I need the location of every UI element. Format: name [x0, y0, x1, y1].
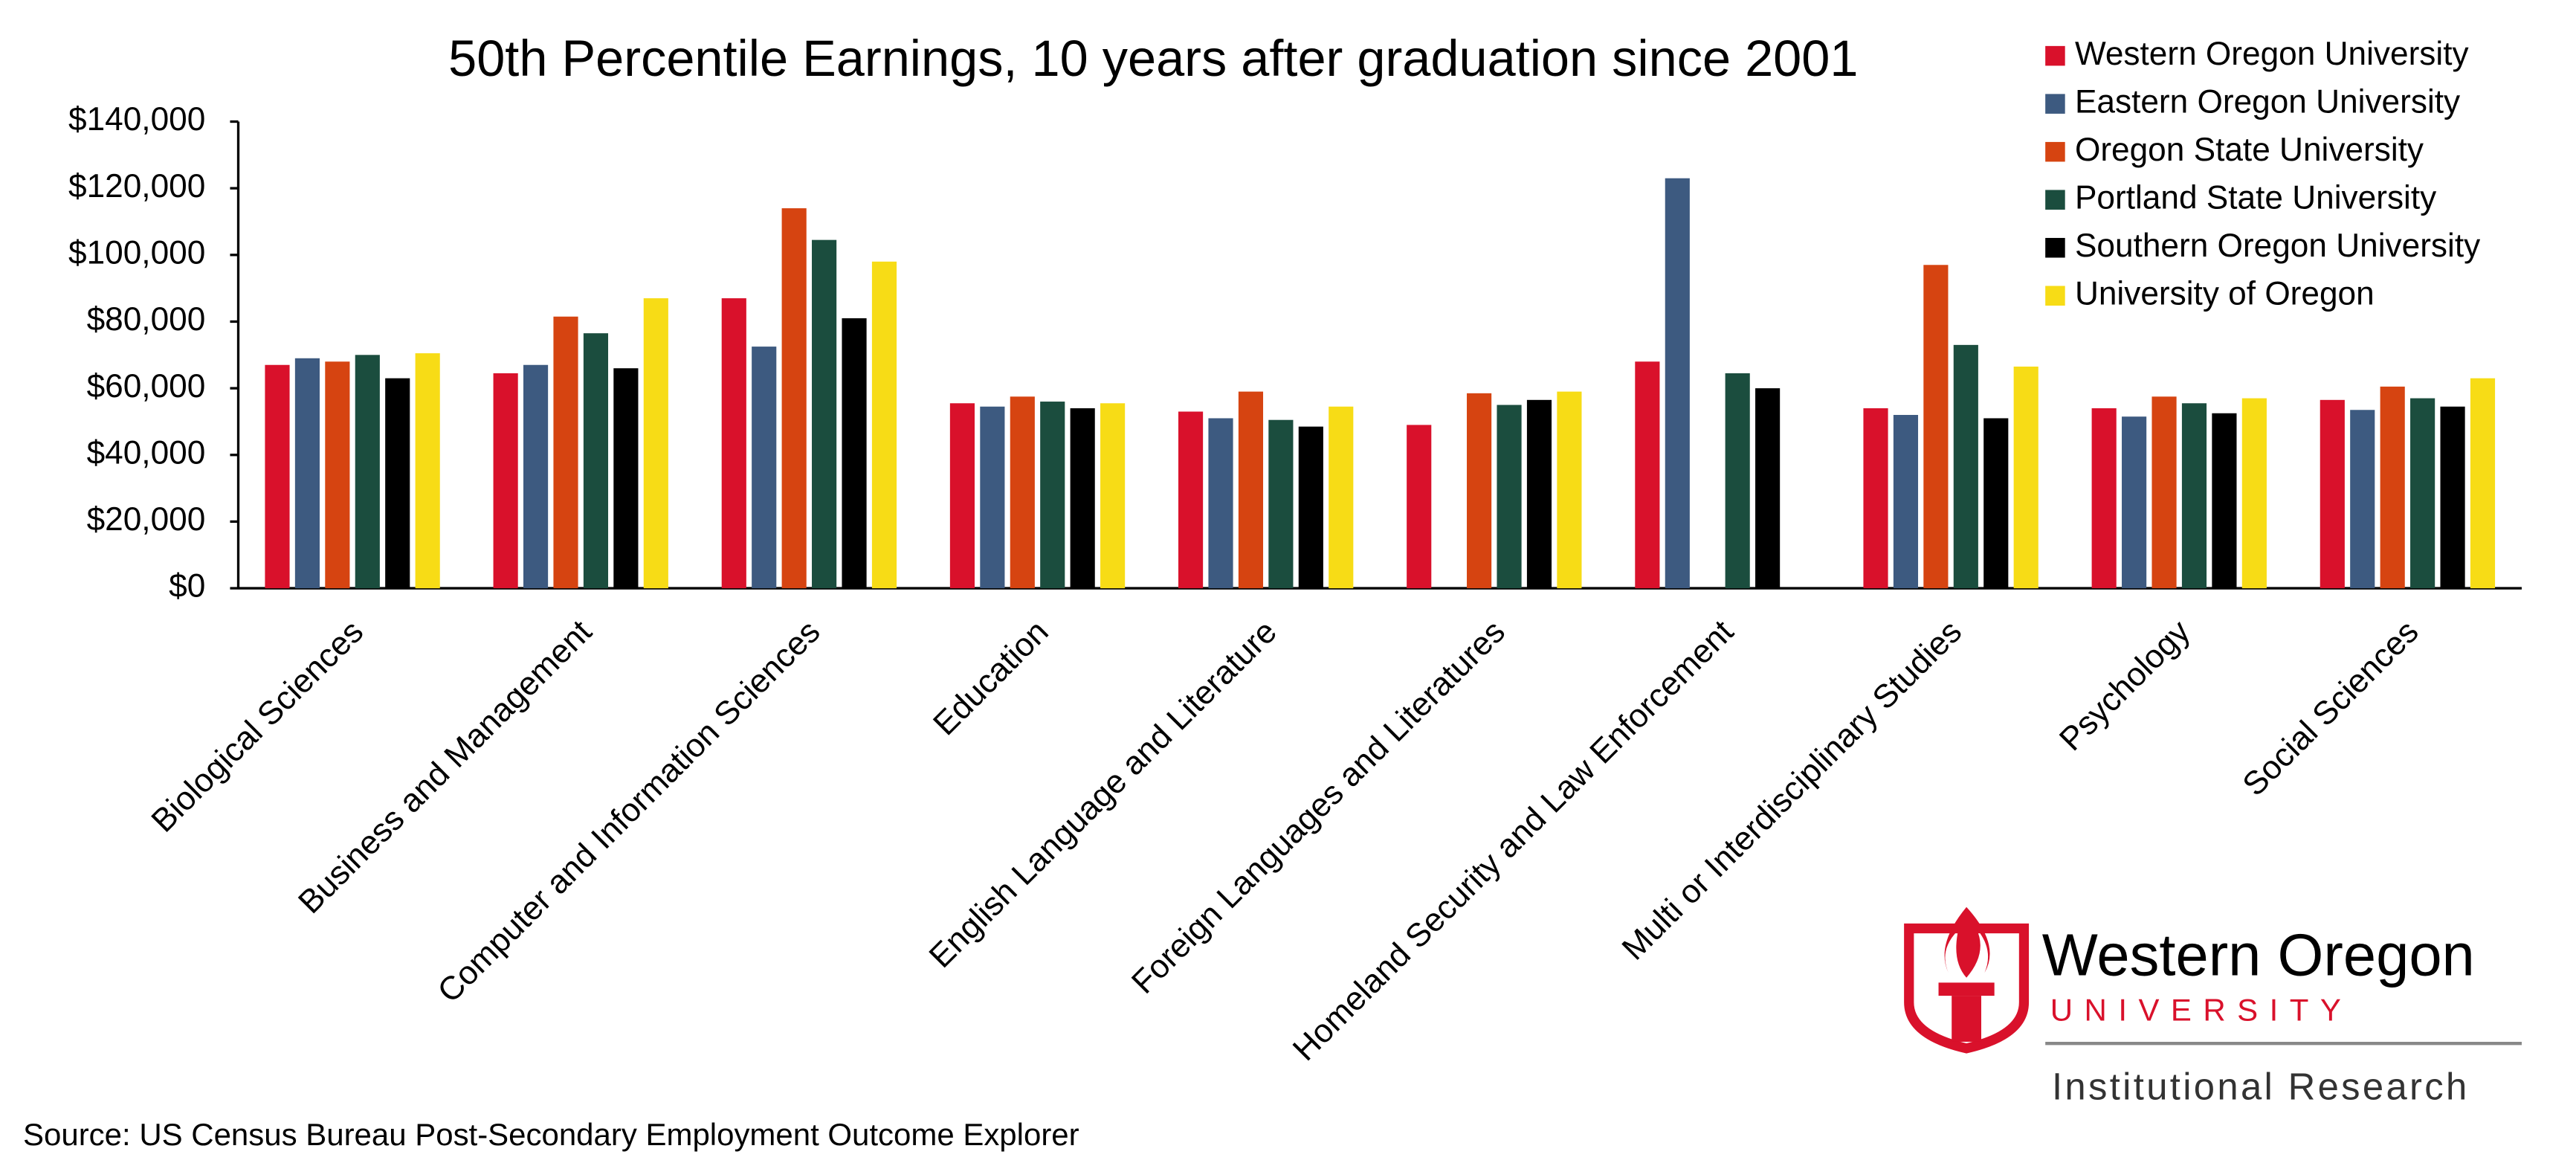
bar: [2151, 396, 2177, 589]
y-tick-label: $40,000: [87, 434, 206, 471]
bar: [1923, 265, 1949, 589]
logo-torch: [1938, 982, 1995, 996]
x-tick-label: Computer and Information Sciences: [430, 613, 827, 1010]
bar: [1526, 399, 1552, 589]
bar: [2122, 416, 2147, 589]
chart-title: 50th Percentile Earnings, 10 years after…: [448, 30, 1858, 87]
y-tick-label: $120,000: [68, 168, 205, 204]
bar: [2350, 410, 2375, 589]
bar: [1100, 403, 1126, 589]
bar: [1635, 361, 1660, 589]
bar: [1238, 391, 1264, 589]
bar: [2212, 413, 2237, 589]
logo-name: Western Oregon: [2042, 921, 2475, 988]
y-tick-label: $0: [169, 568, 205, 605]
bar: [1178, 411, 1204, 589]
bar: [1010, 396, 1035, 589]
y-tick-label: $140,000: [68, 101, 205, 138]
bar: [1665, 178, 1690, 589]
bar: [613, 368, 639, 589]
bar: [1329, 406, 1354, 589]
legend-swatch: [2045, 141, 2065, 162]
legend-swatch: [2045, 190, 2065, 210]
x-tick-label: Social Sciences: [2236, 613, 2425, 803]
bar: [2241, 398, 2267, 589]
x-tick-label: Biological Sciences: [144, 613, 370, 840]
logo: Western Oregon UNIVERSITY Institutional …: [1904, 906, 2522, 1107]
bar: [385, 378, 410, 589]
logo-flame: [1944, 906, 1990, 978]
y-tick-label: $20,000: [87, 501, 206, 538]
bar: [842, 318, 867, 589]
y-tick-label: $80,000: [87, 301, 206, 338]
bar: [781, 208, 807, 589]
legend-swatch: [2045, 286, 2065, 306]
bar: [1407, 425, 1432, 589]
bar: [265, 364, 290, 589]
logo-unit: Institutional Research: [2052, 1065, 2470, 1107]
bar: [2440, 406, 2465, 589]
bar: [325, 361, 350, 589]
bar: [294, 358, 320, 589]
bar: [949, 403, 975, 589]
bar: [1983, 418, 2009, 589]
source: Source: US Census Bureau Post-Secondary …: [23, 1117, 1079, 1152]
legend-swatch: [2045, 94, 2065, 114]
bar: [1863, 408, 1888, 589]
x-tick-label: Homeland Security and Law Enforcement: [1286, 613, 1740, 1068]
bar: [583, 333, 609, 589]
bar: [2380, 386, 2405, 589]
y-tick-label: $100,000: [68, 234, 205, 271]
bar: [1557, 391, 1582, 589]
x-tick-label: Education: [926, 613, 1056, 743]
y-tick-label: $60,000: [87, 368, 206, 405]
bar: [1268, 419, 1294, 589]
bar: [1298, 426, 1323, 589]
logo-shield: [1904, 923, 2030, 1054]
bar: [1725, 373, 1750, 589]
x-tick-label: Foreign Languages and Literatures: [1125, 613, 1512, 1001]
bar: [2013, 366, 2038, 589]
legend-label: Western Oregon University: [2075, 36, 2469, 72]
legend-label: Oregon State University: [2075, 132, 2424, 168]
bar: [1953, 344, 1978, 589]
bar: [1755, 388, 1781, 589]
bar: [553, 316, 578, 589]
bar: [643, 298, 668, 589]
logo-torch: [1952, 996, 1981, 1042]
bar: [355, 355, 380, 589]
bar: [493, 373, 518, 589]
bar: [1070, 408, 1095, 589]
bar: [415, 353, 440, 589]
bar: [2181, 403, 2207, 589]
logo-sub: UNIVERSITY: [2050, 992, 2353, 1027]
legend-swatch: [2045, 237, 2065, 258]
bar: [2470, 378, 2496, 589]
bar: [1208, 418, 1233, 589]
bar: [523, 364, 549, 589]
bar: [1497, 405, 1522, 589]
bar: [2091, 408, 2117, 589]
bar: [2410, 398, 2435, 589]
bar: [1467, 393, 1492, 589]
legend-label: Eastern Oregon University: [2075, 83, 2460, 120]
bar: [2320, 399, 2345, 589]
bar: [752, 347, 777, 589]
bar: [980, 406, 1005, 589]
bar: [721, 298, 746, 589]
legend-label: University of Oregon: [2075, 275, 2375, 312]
bar: [1040, 402, 1065, 589]
legend-label: Southern Oregon University: [2075, 228, 2480, 264]
legend-swatch: [2045, 45, 2065, 66]
legend-label: Portland State University: [2075, 179, 2436, 216]
bar: [812, 239, 837, 589]
x-tick-label: Psychology: [2053, 613, 2197, 758]
bar: [871, 261, 897, 589]
bar: [1893, 414, 1919, 589]
